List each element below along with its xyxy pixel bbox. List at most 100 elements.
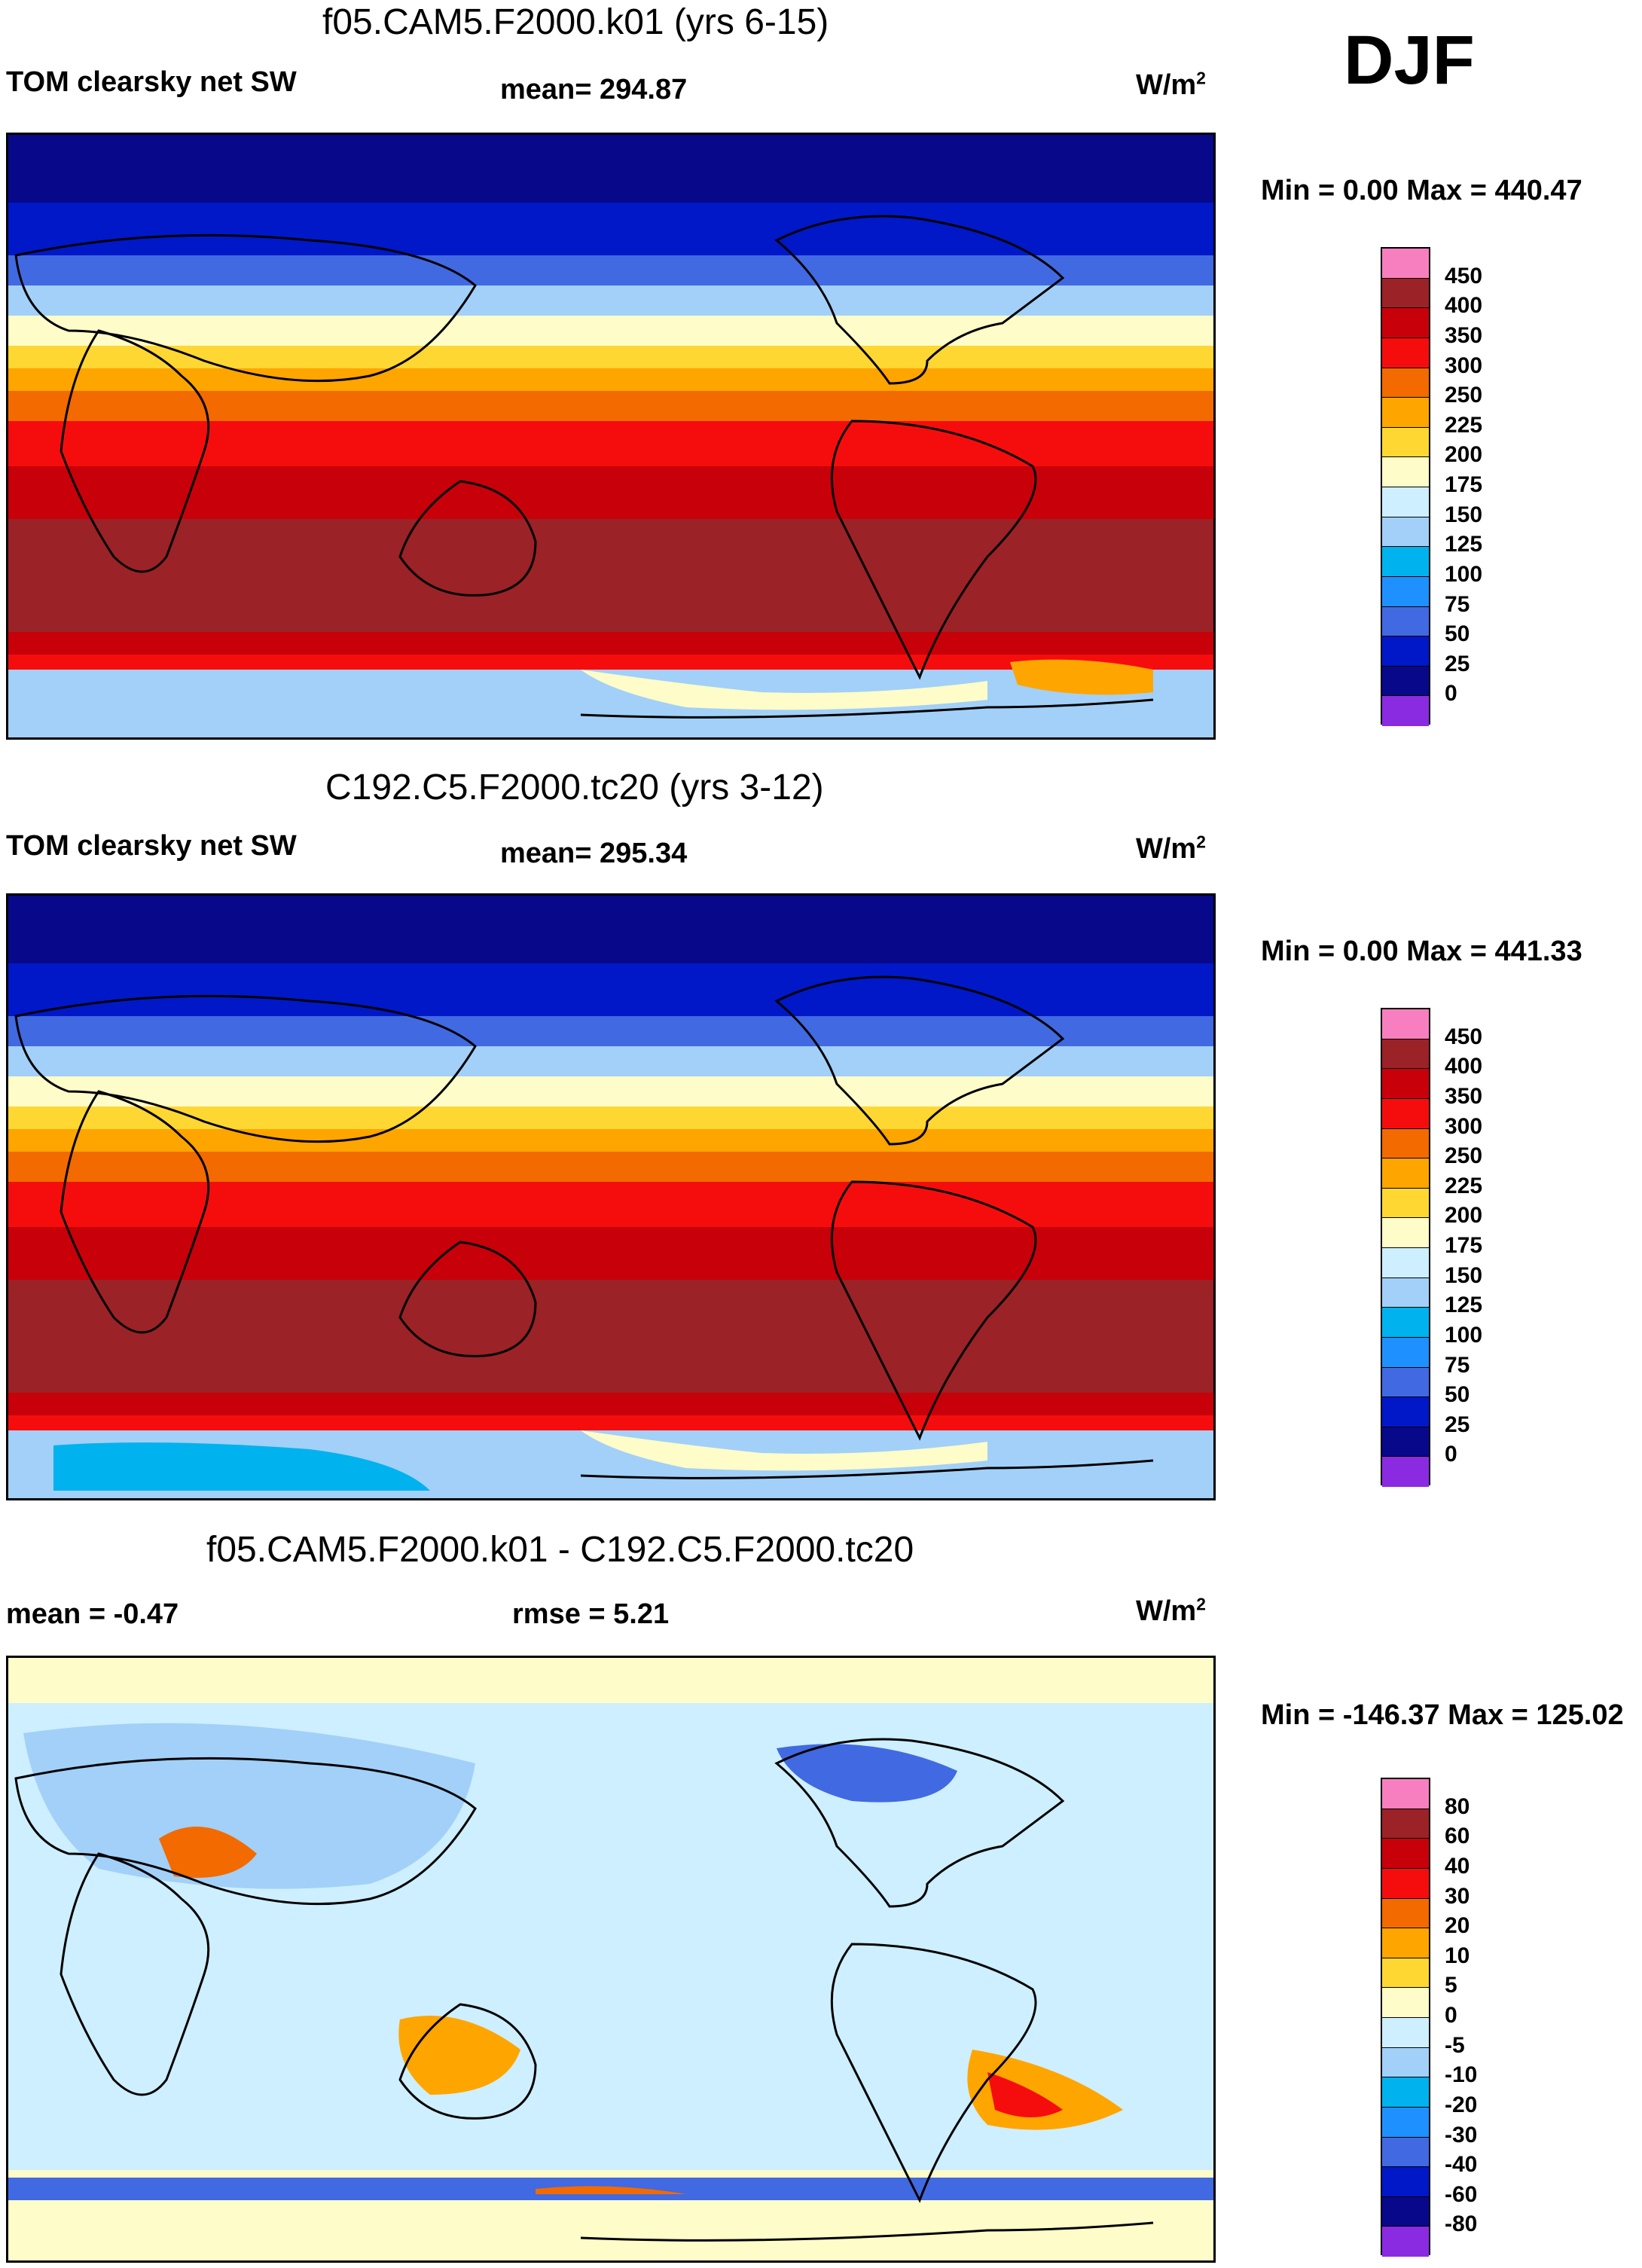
panel-2-title: C192.C5.F2000.tc20 (yrs 3-12) <box>325 768 824 807</box>
colorbar-swatch <box>1382 636 1429 667</box>
colorbar-tick-label: 300 <box>1445 353 1483 378</box>
colorbar-tick-label: 125 <box>1445 532 1483 557</box>
colorbar-tick-label: 40 <box>1445 1853 1470 1879</box>
panel-3-minmax: Min = -146.37 Max = 125.02 <box>1261 1699 1624 1731</box>
colorbar-tick-label: 80 <box>1445 1793 1470 1819</box>
colorbar-swatch <box>1382 487 1429 517</box>
colorbar-tick-label: 400 <box>1445 1054 1483 1079</box>
colorbar-tick-label: 450 <box>1445 1024 1483 1049</box>
colorbar-swatch <box>1382 1277 1429 1308</box>
colorbar-swatch <box>1382 1069 1429 1099</box>
colorbar-tick-label: 175 <box>1445 472 1483 497</box>
colorbar-swatch <box>1382 1098 1429 1129</box>
panel-3-mean-label: mean = -0.47 <box>6 1598 179 1630</box>
colorbar-tick-label: 0 <box>1445 681 1457 707</box>
colorbar-tick-label: -30 <box>1445 2122 1478 2147</box>
colorbar-tick-label: 0 <box>1445 1442 1457 1467</box>
colorbar-tick-label: 250 <box>1445 383 1483 408</box>
panel-3-units: W/m2 <box>1136 1594 1206 1627</box>
colorbar-swatch <box>1382 576 1429 607</box>
panel-1-minmax: Min = 0.00 Max = 440.47 <box>1261 175 1582 206</box>
colorbar-swatch <box>1382 1779 1429 1809</box>
colorbar-tick-label: -20 <box>1445 2092 1478 2117</box>
colorbar-tick-label: 200 <box>1445 442 1483 468</box>
colorbar-tick-label: 125 <box>1445 1293 1483 1318</box>
colorbar-swatch <box>1382 457 1429 487</box>
panel-1-units: W/m2 <box>1136 68 1206 101</box>
colorbar-swatch <box>1382 1218 1429 1248</box>
colorbar-swatch <box>1382 1427 1429 1458</box>
colorbar-tick-label: 10 <box>1445 1943 1470 1968</box>
season-label: DJF <box>1344 22 1475 99</box>
colorbar-tick-label: 75 <box>1445 591 1470 617</box>
colorbar-tick-label: 50 <box>1445 621 1470 647</box>
colorbar-swatch <box>1382 1367 1429 1398</box>
panel-3-title: f05.CAM5.F2000.k01 - C192.C5.F2000.tc20 <box>206 1530 914 1570</box>
colorbar-swatch <box>1382 1158 1429 1189</box>
colorbar-swatch <box>1382 1248 1429 1278</box>
colorbar-tick-label: 50 <box>1445 1382 1470 1408</box>
colorbar-swatch <box>1382 1009 1429 1039</box>
panel-1-mean-label: mean= 294.87 <box>500 74 688 105</box>
colorbar-swatch <box>1382 1128 1429 1159</box>
colorbar-swatch <box>1382 1868 1429 1899</box>
colorbar-tick-label: 75 <box>1445 1352 1470 1378</box>
colorbar-swatch <box>1382 517 1429 548</box>
colorbar-swatch <box>1382 2196 1429 2227</box>
panel-2-minmax: Min = 0.00 Max = 441.33 <box>1261 936 1582 967</box>
colorbar-swatch <box>1382 1308 1429 1338</box>
colorbar-tick-label: 30 <box>1445 1883 1470 1909</box>
colorbar-swatch <box>1382 1988 1429 2018</box>
colorbar-swatch <box>1382 1039 1429 1070</box>
colorbar-tick-label: 150 <box>1445 1262 1483 1288</box>
colorbar-swatch <box>1382 666 1429 697</box>
colorbar-swatch <box>1382 278 1429 309</box>
colorbar-swatch <box>1382 249 1429 279</box>
colorbar-tick-label: -60 <box>1445 2181 1478 2207</box>
colorbar-tick-label: -40 <box>1445 2152 1478 2178</box>
colorbar-swatch <box>1382 2077 1429 2108</box>
colorbar-swatch <box>1382 547 1429 577</box>
colorbar-tick-label: 450 <box>1445 263 1483 288</box>
panel-2-mean-label: mean= 295.34 <box>500 838 688 869</box>
colorbar-swatch <box>1382 1839 1429 1869</box>
panel-1-title: f05.CAM5.F2000.k01 (yrs 6-15) <box>322 2 829 42</box>
colorbar-swatch <box>1382 696 1429 726</box>
colorbar-tick-label: 25 <box>1445 1412 1470 1437</box>
colorbar-tick-label: 0 <box>1445 2003 1457 2028</box>
colorbar-swatch <box>1382 2018 1429 2048</box>
colorbar-swatch <box>1382 606 1429 637</box>
colorbar-tick-label: -80 <box>1445 2212 1478 2237</box>
colorbar-tick-label: 60 <box>1445 1824 1470 1849</box>
colorbar-swatch <box>1382 427 1429 458</box>
panel-1-map <box>6 133 1216 740</box>
colorbar-tick-label: 400 <box>1445 293 1483 319</box>
colorbar-swatch <box>1382 1397 1429 1427</box>
panel-3-colorbar <box>1381 1778 1430 2257</box>
colorbar-tick-label: 20 <box>1445 1913 1470 1939</box>
colorbar-swatch <box>1382 1898 1429 1929</box>
colorbar-swatch <box>1382 1809 1429 1839</box>
colorbar-swatch <box>1382 2137 1429 2168</box>
panel-2-map <box>6 893 1216 1500</box>
colorbar-tick-label: 350 <box>1445 322 1483 348</box>
colorbar-tick-label: 300 <box>1445 1113 1483 1139</box>
colorbar-tick-label: 175 <box>1445 1233 1483 1258</box>
colorbar-tick-label: 250 <box>1445 1143 1483 1169</box>
panel-2-colorbar <box>1381 1008 1430 1487</box>
colorbar-swatch <box>1382 2107 1429 2138</box>
colorbar-tick-label: 200 <box>1445 1203 1483 1229</box>
colorbar-swatch <box>1382 337 1429 368</box>
colorbar-swatch <box>1382 2167 1429 2197</box>
panel-2-units: W/m2 <box>1136 832 1206 865</box>
colorbar-tick-label: 350 <box>1445 1083 1483 1109</box>
colorbar-swatch <box>1382 1457 1429 1487</box>
panel-3-map <box>6 1656 1216 2263</box>
colorbar-tick-label: 100 <box>1445 561 1483 587</box>
colorbar-tick-label: 25 <box>1445 651 1470 676</box>
colorbar-tick-label: 225 <box>1445 1173 1483 1198</box>
colorbar-swatch <box>1382 398 1429 428</box>
colorbar-tick-label: 5 <box>1445 1973 1457 1998</box>
colorbar-swatch <box>1382 2227 1429 2257</box>
colorbar-swatch <box>1382 2047 1429 2078</box>
